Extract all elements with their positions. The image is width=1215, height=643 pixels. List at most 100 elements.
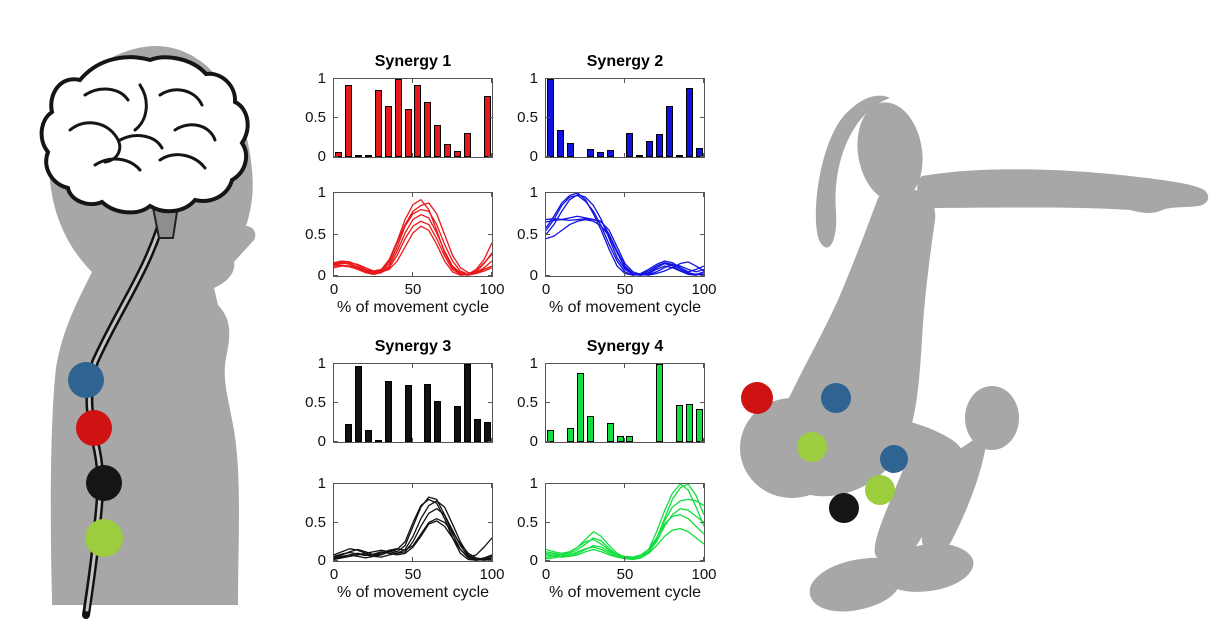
- axis-tick: [412, 484, 413, 488]
- axis-tick: [624, 193, 625, 197]
- axis-tick: [412, 557, 413, 561]
- y-tick-label: 0: [529, 148, 538, 165]
- bar: [577, 373, 585, 442]
- bar: [685, 403, 693, 442]
- trial-line: [334, 499, 492, 560]
- axis-tick: [700, 483, 704, 484]
- body-marker-green-thigh: [797, 432, 827, 462]
- axis-tick: [334, 363, 338, 364]
- trial-line: [546, 220, 704, 276]
- bar: [444, 143, 452, 157]
- hair: [815, 95, 890, 248]
- bar: [355, 155, 363, 157]
- synergy-3-bar-chart: 1 0.5 0: [305, 356, 493, 450]
- bar: [586, 416, 594, 442]
- axis-tick: [333, 557, 334, 561]
- bar: [606, 149, 614, 157]
- axis-tick: [624, 557, 625, 561]
- axis-tick: [546, 441, 550, 442]
- synergy-4-title: Synergy 4: [586, 338, 664, 355]
- y-tick-label: 0: [317, 267, 326, 284]
- axis-tick: [488, 363, 492, 364]
- axis-tick: [546, 117, 550, 118]
- trial-line: [334, 521, 492, 557]
- axis-tick: [700, 78, 704, 79]
- bar: [365, 430, 373, 442]
- axis-tick: [545, 557, 546, 561]
- axis-tick: [546, 192, 550, 193]
- axis-tick: [488, 233, 492, 235]
- x-tick-label: 100: [691, 281, 717, 298]
- axis-tick: [491, 272, 492, 276]
- axis-tick: [545, 79, 546, 83]
- bar: [675, 155, 683, 157]
- y-tick-label: 0: [529, 552, 538, 569]
- axis-tick: [334, 441, 338, 442]
- axis-tick: [703, 153, 704, 157]
- trial-line: [546, 219, 704, 275]
- axis-tick: [334, 156, 338, 157]
- x-tick-label: 50: [616, 566, 634, 583]
- axis-tick: [700, 441, 704, 442]
- bar: [404, 385, 412, 442]
- body-marker-blue-hip: [821, 383, 851, 413]
- bar: [656, 133, 664, 157]
- axis-tick: [703, 364, 704, 368]
- squat-silhouette: [740, 95, 1209, 612]
- bar: [365, 155, 373, 157]
- axis-tick: [488, 441, 492, 442]
- bar: [473, 418, 481, 442]
- bar: [626, 132, 634, 157]
- axis-tick: [624, 79, 625, 83]
- arm: [917, 169, 1209, 213]
- axis-tick: [491, 153, 492, 157]
- axis-tick: [488, 560, 492, 561]
- axis-tick: [545, 193, 546, 197]
- axis-tick: [333, 438, 334, 442]
- activation-lines: [546, 484, 704, 561]
- axis-tick: [488, 275, 492, 276]
- bar: [463, 132, 471, 157]
- bar: [424, 102, 432, 157]
- x-axis-label: % of movement cycle: [548, 584, 702, 601]
- synergy-2-title: Synergy 2: [586, 53, 664, 70]
- x-axis-label: % of movement cycle: [336, 584, 490, 601]
- synergy-1-title: Synergy 1: [374, 53, 452, 70]
- axis-tick: [488, 483, 492, 484]
- bar: [606, 422, 614, 442]
- axis-tick: [333, 153, 334, 157]
- axis-tick: [491, 484, 492, 488]
- y-tick-label: 0.5: [517, 513, 538, 531]
- axis-tick: [488, 78, 492, 79]
- y-tick-label: 1: [317, 70, 326, 87]
- body-marker-blue-knee: [880, 445, 908, 473]
- y-tick-label: 1: [317, 184, 326, 201]
- y-tick-label: 1: [317, 475, 326, 492]
- bar: [374, 89, 382, 157]
- trial-line: [546, 195, 704, 275]
- axis-tick: [624, 438, 625, 442]
- bar: [675, 404, 683, 442]
- synergy-2-bar-chart: 1 0.5 0: [517, 71, 705, 165]
- axis-tick: [545, 484, 546, 488]
- axis-tick: [334, 192, 338, 193]
- axis-tick: [700, 402, 704, 403]
- synergy-3-activation-chart: 1 0.5 0 0 50 100 % of movement cycle: [305, 476, 504, 602]
- axis-tick: [334, 117, 338, 118]
- trial-line: [334, 226, 492, 275]
- axis-tick: [334, 560, 338, 561]
- y-tick-label: 1: [529, 184, 538, 201]
- bar: [586, 149, 594, 157]
- trial-line: [546, 484, 704, 559]
- activation-lines: [546, 193, 704, 276]
- spine-marker-green: [85, 519, 123, 557]
- bar: [646, 141, 654, 157]
- axis-tick: [334, 233, 338, 235]
- axis-tick: [333, 272, 334, 276]
- spine-marker-red: [76, 410, 112, 446]
- synergy-4-bar-chart: 1 0.5 0: [517, 356, 705, 450]
- x-axis-label: % of movement cycle: [336, 299, 490, 316]
- axis-tick: [491, 438, 492, 442]
- axis-tick: [546, 156, 550, 157]
- y-tick-label: 1: [317, 355, 326, 372]
